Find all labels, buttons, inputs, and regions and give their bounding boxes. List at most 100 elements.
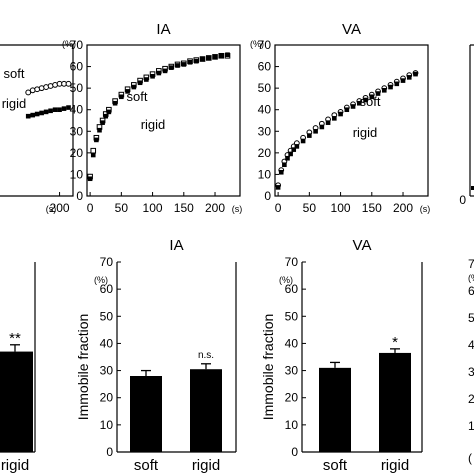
y-tick-label: 70 [258,38,272,52]
data-point-rigid [300,138,306,144]
category-label: rigid [381,457,409,474]
data-point-rigid [87,176,93,182]
y-tick-label: 0 [264,189,271,203]
edge-tick-label: 1 [468,419,474,433]
data-point-rigid [66,105,71,110]
data-point-rigid [137,80,143,86]
y-tick-label: 20 [100,391,114,405]
data-point-rigid [100,120,105,125]
edge-tick-label: 7 [468,257,474,271]
data-point-rigid [43,109,49,115]
data-point-rigid [394,81,400,87]
data-point-rigid [288,151,293,157]
edge-data-point [471,186,474,190]
data-point-rigid [381,88,387,93]
edge-tick-label: (% [468,273,474,283]
bar [130,376,162,452]
bar [319,367,351,452]
data-point-rigid [350,104,356,109]
data-point-rigid [375,91,381,96]
x-unit-label: (s) [46,204,57,214]
y-tick-label: 20 [70,146,84,160]
data-point-rigid [169,65,174,70]
data-point-rigid [344,107,350,113]
data-point-rigid [325,120,331,125]
bar [379,352,411,452]
y-tick-label: 40 [258,103,272,117]
y-tick-label: 50 [70,81,84,95]
series-label-rigid: rigid [353,125,378,140]
data-point-rigid [30,112,35,118]
y-tick-label: 30 [70,124,84,138]
x-tick-label: 100 [331,201,351,215]
y-tick-label: 40 [285,336,299,350]
data-point-rigid [400,78,406,83]
data-point-rigid [357,100,362,106]
y-tick-label: 50 [285,309,299,323]
data-point-rigid [206,55,212,61]
y-tick-label: 30 [285,364,299,378]
data-point-rigid [406,75,412,80]
panel-title: IA [169,237,183,254]
y-tick-label: 0 [76,189,83,203]
data-point-rigid [294,144,300,149]
data-point-rigid [338,111,343,117]
data-point-rigid [106,109,112,115]
data-point-rigid [34,111,40,117]
data-point-rigid [193,58,199,64]
y-tick-label: 10 [100,418,114,432]
data-point-rigid [25,113,31,119]
y-tick-label: 70 [285,255,299,269]
data-point-rigid [39,110,44,116]
significance-label: * [392,334,398,351]
panel-title: IA [156,21,170,38]
x-tick-label: 150 [362,201,382,215]
data-point-rigid [282,162,287,168]
series-label-rigid: rigid [2,96,27,111]
edge-tick-label: 2 [468,392,474,406]
y-tick-label: 20 [258,146,272,160]
y-tick-label: 50 [100,309,114,323]
y-tick-label: 20 [285,391,299,405]
y-tick-label: 10 [70,167,84,181]
significance-label: n.s. [198,350,214,361]
data-point-rigid [319,124,325,130]
y-tick-label: 0 [291,445,298,459]
data-point-soft [65,80,72,87]
data-point-rigid [225,52,230,58]
y-unit-label: (%) [279,275,293,285]
x-tick-label: 50 [303,201,317,215]
y-tick-label: 40 [70,103,84,117]
y-tick-label: 40 [100,336,114,350]
data-point-rigid [150,73,155,79]
panel-title: VA [353,237,372,254]
data-point-rigid [175,63,180,68]
scatter-frame [0,44,74,197]
y-tick-label: 60 [285,282,299,296]
data-point-rigid [162,68,168,74]
data-point-rigid [90,152,96,158]
y-unit-label: (%) [94,275,108,285]
data-point-rigid [61,106,67,111]
y-axis-title: Immobile fraction [75,314,91,421]
data-point-rigid [125,89,130,94]
edge-tick-label: 5 [468,311,474,325]
y-tick-label: 30 [100,364,114,378]
significance-label: ** [9,330,21,347]
series-label-rigid: rigid [141,117,166,132]
data-point-rigid [52,107,58,113]
data-point-rigid [332,116,337,121]
data-point-rigid [275,185,281,190]
y-tick-label: 70 [100,255,114,269]
category-label: soft [323,457,348,474]
edge-tick-label: 6 [468,284,474,298]
data-point-rigid [94,137,99,143]
x-tick-label: 0 [87,201,94,215]
data-point-rigid [218,53,224,59]
series-label-soft: soft [360,94,381,109]
data-point-rigid [369,94,375,100]
data-point-rigid [144,77,149,82]
x-unit-label: (s) [420,204,431,214]
x-tick-label: 200 [393,201,413,215]
